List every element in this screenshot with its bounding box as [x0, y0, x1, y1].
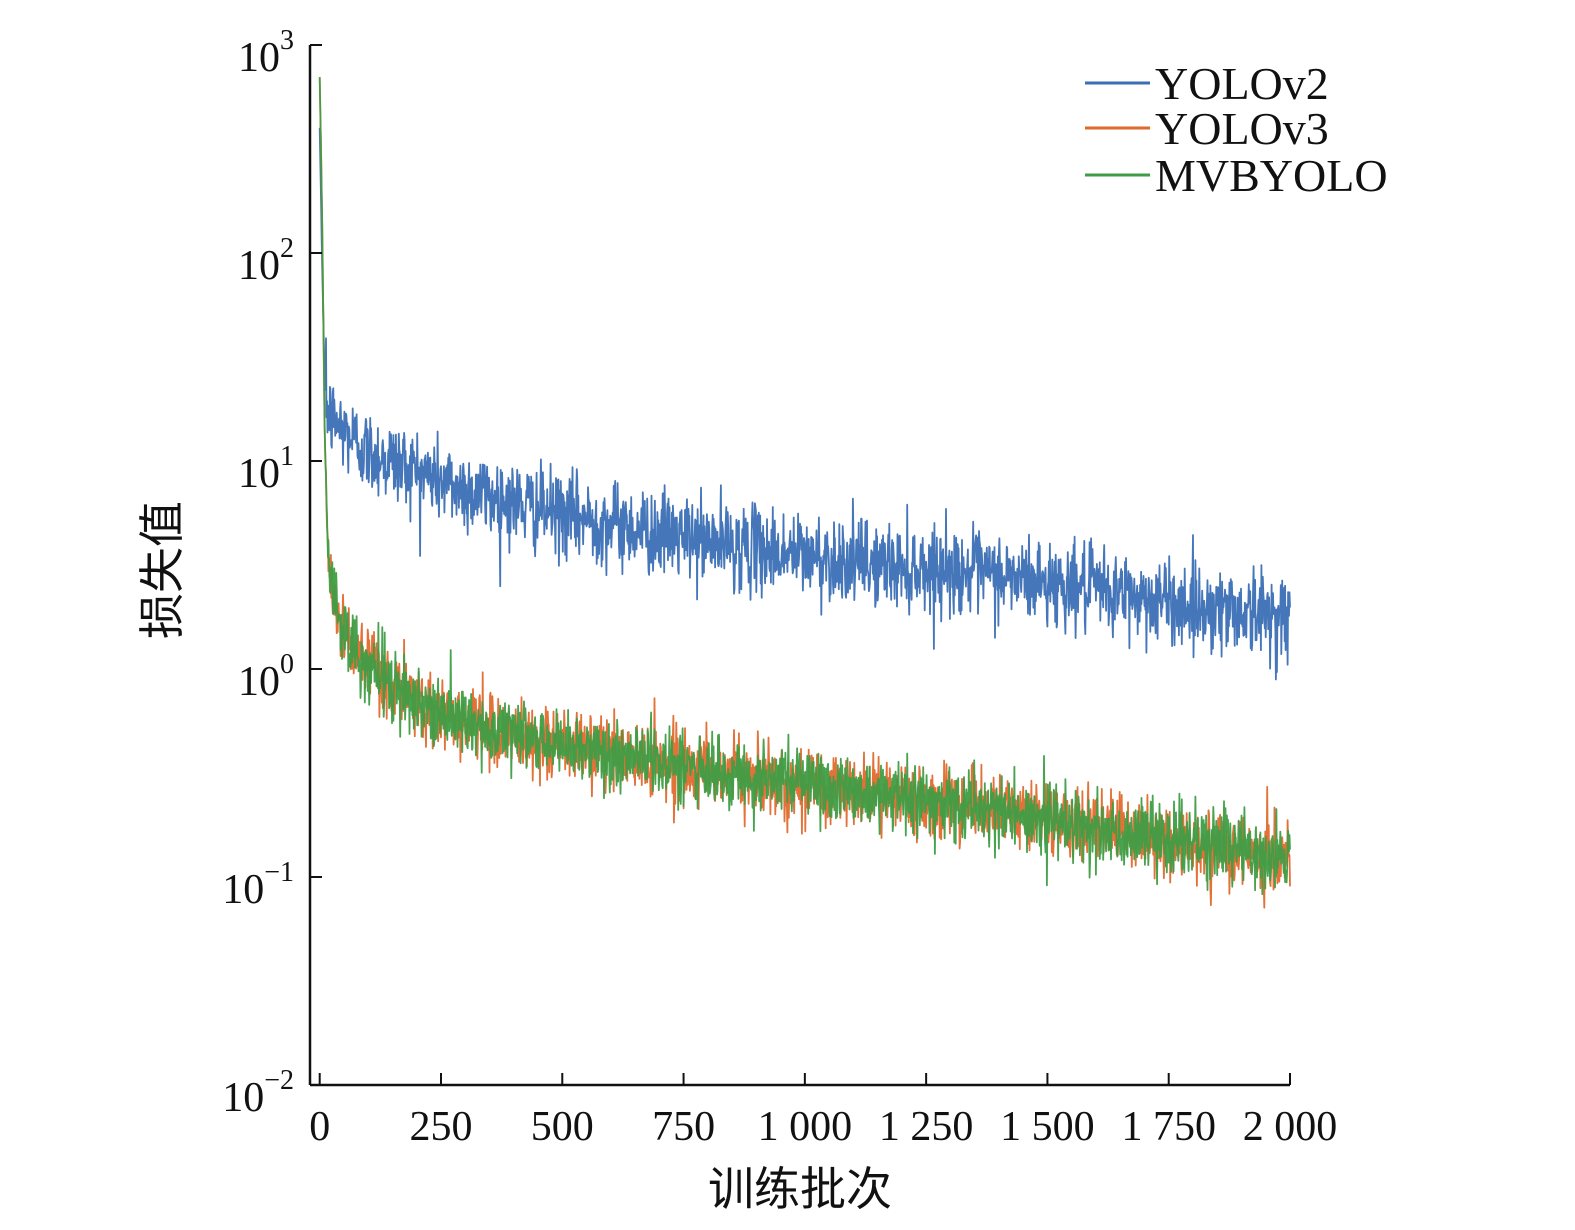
- y-tick-label: 100: [238, 649, 294, 705]
- legend-label-mvbyolo: MVBYOLO: [1155, 150, 1388, 201]
- legend-label-yolov3: YOLOv3: [1155, 103, 1329, 154]
- x-axis-title: 训练批次: [708, 1162, 892, 1216]
- axes: [308, 45, 1290, 1087]
- x-tick-label: 1 750: [1121, 1104, 1216, 1150]
- x-tick-label: 1 250: [879, 1104, 974, 1150]
- series-line-mvbyolo: [318, 77, 1291, 896]
- x-tick-label: 500: [531, 1104, 594, 1150]
- x-tick-label: 1 500: [1000, 1104, 1095, 1150]
- y-tick-label: 10−1: [222, 857, 294, 913]
- legend-label-yolov2: YOLOv2: [1155, 58, 1329, 109]
- y-tick-label: 10−2: [222, 1065, 294, 1121]
- y-tick-label: 103: [238, 25, 294, 81]
- series-lines: [318, 77, 1291, 909]
- series-line-yolov2: [318, 127, 1291, 681]
- ticks: 0 250 500 750 1 000 1 250 1 500 1 750 2 000 103 10…: [222, 25, 1337, 1150]
- x-tick-label: 2 000: [1243, 1104, 1338, 1150]
- x-tick-label: 750: [652, 1104, 715, 1150]
- y-tick-label: 102: [238, 233, 294, 289]
- x-tick-label: 250: [409, 1104, 472, 1150]
- x-tick-label: 0: [309, 1104, 330, 1150]
- y-axis-title: 损失值: [135, 501, 189, 639]
- x-tick-label: 1 000: [758, 1104, 853, 1150]
- y-tick-label: 101: [238, 441, 294, 497]
